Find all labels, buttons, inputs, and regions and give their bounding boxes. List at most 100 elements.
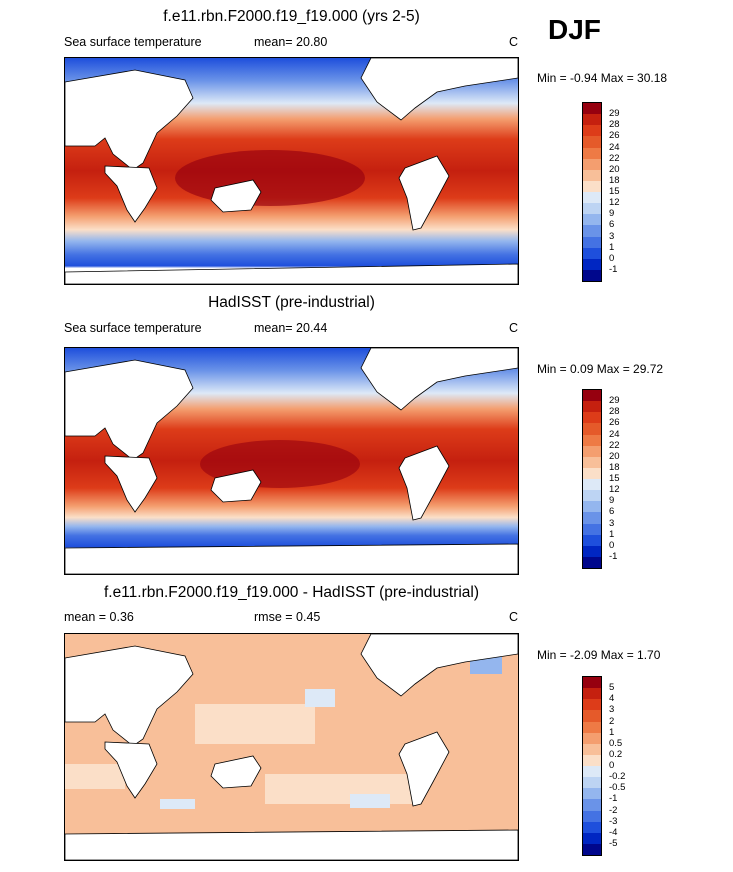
panel1-colorbar — [582, 102, 602, 282]
colorbar-swatch — [583, 114, 601, 126]
colorbar-swatch — [583, 534, 601, 546]
colorbar-tick-label: 20 — [609, 450, 620, 462]
colorbar-tick-label: 15 — [609, 186, 620, 197]
colorbar-swatch — [583, 169, 601, 181]
colorbar-tick-label: -0.5 — [609, 782, 626, 794]
colorbar-swatch — [583, 821, 601, 833]
colorbar-swatch — [583, 269, 601, 281]
colorbar-swatch — [583, 390, 601, 402]
colorbar-tick-label: 3 — [609, 517, 615, 529]
colorbar-swatch — [583, 214, 601, 226]
colorbar-swatch — [583, 732, 601, 744]
colorbar-swatch — [583, 434, 601, 446]
colorbar-swatch — [583, 125, 601, 137]
colorbar-swatch — [583, 721, 601, 733]
colorbar-tick-label: 26 — [609, 417, 620, 429]
colorbar-swatch — [583, 556, 601, 568]
colorbar-swatch — [583, 180, 601, 192]
panel2-units: C — [509, 321, 519, 335]
colorbar-swatch — [583, 158, 601, 170]
season-label: DJF — [548, 14, 601, 45]
colorbar-tick-label: 26 — [609, 130, 620, 142]
colorbar-swatch — [583, 788, 601, 800]
colorbar-tick-label: 6 — [609, 219, 615, 231]
colorbar-tick-label: 1 — [609, 528, 615, 540]
colorbar-swatch — [583, 699, 601, 711]
colorbar-swatch — [583, 456, 601, 468]
colorbar-tick-label: 0 — [609, 539, 615, 551]
colorbar-swatch — [583, 710, 601, 722]
colorbar-swatch — [583, 743, 601, 755]
panel2-minmax: Min = 0.09 Max = 29.72 — [537, 362, 664, 376]
colorbar-swatch — [583, 799, 601, 811]
colorbar-swatch — [583, 445, 601, 457]
colorbar-tick-label: -3 — [609, 815, 618, 827]
colorbar-swatch — [583, 766, 601, 778]
colorbar-swatch — [583, 203, 601, 215]
colorbar-swatch — [583, 490, 601, 502]
colorbar-tick-label: 15 — [609, 473, 620, 484]
panel2-map — [64, 347, 519, 575]
colorbar-swatch — [583, 523, 601, 535]
colorbar-tick-label: 0.5 — [609, 737, 623, 749]
colorbar-tick-label: -5 — [609, 837, 618, 849]
colorbar-tick-label: 1 — [609, 241, 615, 253]
colorbar-swatch — [583, 103, 601, 115]
colorbar-tick-label: -1 — [609, 550, 618, 562]
colorbar-tick-label: 0 — [609, 760, 615, 771]
colorbar-tick-label: -1 — [609, 263, 618, 275]
colorbar-tick-label: -2 — [609, 804, 618, 816]
panel1-minmax: Min = -0.94 Max = 30.18 — [537, 71, 668, 85]
panel2-colorbar — [582, 389, 602, 569]
colorbar-tick-label: 2 — [609, 715, 615, 727]
panel2-mean-label: mean= 20.44 — [254, 321, 328, 335]
panel1-mean-label: mean= 20.80 — [254, 35, 328, 49]
panel3-title: f.e11.rbn.F2000.f19_f19.000 - HadISST (p… — [103, 584, 480, 601]
colorbar-swatch — [583, 501, 601, 513]
colorbar-tick-label: 9 — [609, 495, 615, 507]
colorbar-swatch — [583, 810, 601, 822]
colorbar-tick-label: 29 — [609, 108, 620, 120]
colorbar-swatch — [583, 677, 601, 689]
colorbar-tick-label: 28 — [609, 406, 620, 418]
colorbar-swatch — [583, 236, 601, 248]
colorbar-swatch — [583, 136, 601, 148]
colorbar-tick-label: 4 — [609, 693, 615, 705]
panel3-map — [64, 633, 519, 861]
colorbar-tick-label: 18 — [609, 461, 620, 473]
colorbar-swatch — [583, 423, 601, 435]
colorbar-tick-label: 0 — [609, 252, 615, 264]
colorbar-tick-label: 22 — [609, 439, 620, 451]
colorbar-swatch — [583, 832, 601, 844]
colorbar-tick-label: 18 — [609, 174, 620, 186]
panel3-colorbar — [582, 676, 602, 856]
colorbar-swatch — [583, 479, 601, 491]
colorbar-tick-label: 29 — [609, 395, 620, 407]
colorbar-tick-label: 20 — [609, 163, 620, 175]
panel3-minmax: Min = -2.09 Max = 1.70 — [537, 648, 661, 662]
colorbar-swatch — [583, 545, 601, 557]
panel3-units: C — [509, 610, 519, 624]
colorbar-swatch — [583, 777, 601, 789]
panel3-mean-label: mean = 0.36 — [64, 610, 134, 624]
colorbar-swatch — [583, 147, 601, 159]
colorbar-swatch — [583, 225, 601, 237]
colorbar-swatch — [583, 512, 601, 524]
colorbar-tick-label: 6 — [609, 506, 615, 518]
colorbar-swatch — [583, 688, 601, 700]
colorbar-tick-label: 22 — [609, 152, 620, 164]
colorbar-swatch — [583, 258, 601, 270]
panel2-title: HadISST (pre-industrial) — [208, 294, 375, 311]
panel1-map — [64, 57, 519, 285]
panel2-variable-label: Sea surface temperature — [64, 321, 202, 335]
colorbar-tick-label: -1 — [609, 793, 618, 805]
colorbar-swatch — [583, 843, 601, 855]
colorbar-tick-label: 5 — [609, 682, 615, 694]
panel1-variable-label: Sea surface temperature — [64, 35, 202, 49]
panel1-title: f.e11.rbn.F2000.f19_f19.000 (yrs 2-5) — [163, 8, 420, 25]
colorbar-tick-label: 12 — [609, 484, 620, 496]
colorbar-tick-label: 3 — [609, 704, 615, 716]
colorbar-tick-label: 24 — [609, 141, 620, 153]
colorbar-swatch — [583, 467, 601, 479]
colorbar-swatch — [583, 754, 601, 766]
